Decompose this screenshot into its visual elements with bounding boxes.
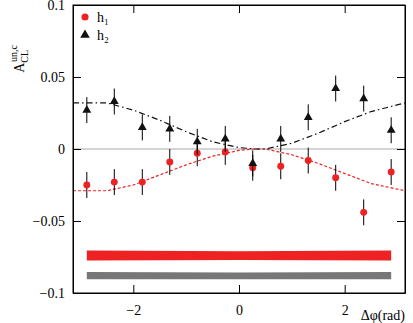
tick (397, 293, 405, 294)
tick-mark (397, 5, 405, 6)
tick-mark (73, 77, 81, 78)
tick: −2 (126, 285, 141, 318)
reference-line (73, 148, 405, 149)
tick-mark (345, 285, 346, 293)
x-axis-label: Δφ(rad) (361, 308, 406, 323)
tick: 0.1 (48, 0, 82, 13)
x-axis-top (74, 5, 406, 13)
tick-mark (397, 77, 405, 78)
tick-mark (397, 221, 405, 222)
legend-marker (80, 29, 90, 37)
tick: −0.1 (40, 286, 81, 301)
tick-mark (73, 221, 81, 222)
data-point (276, 134, 285, 142)
tick (133, 5, 134, 13)
tick-label: −2 (126, 303, 141, 318)
tick-mark (397, 149, 405, 150)
tick (345, 5, 346, 13)
data-point (388, 169, 395, 176)
y-axis-label: ACLun,c (8, 44, 30, 72)
data-point (331, 83, 340, 91)
legend-label: h₁ (97, 10, 109, 25)
axis-line (405, 6, 406, 294)
tick-mark (397, 293, 405, 294)
tick-mark (73, 5, 81, 6)
tick-mark (73, 293, 81, 294)
y-label-sup: un,c (8, 44, 19, 62)
data-point (193, 137, 202, 145)
data-point (138, 122, 147, 130)
frame (73, 5, 405, 293)
tick: 2 (342, 285, 349, 318)
systematic-band (87, 272, 391, 279)
marks (73, 76, 405, 280)
plot-area: −2 0 2 −0.1 −0.05 0 0.05 0.1 h₁ h₂ (33, 0, 406, 318)
data-point (221, 134, 230, 142)
tick: 0 (58, 142, 81, 157)
legend-label: h₂ (97, 28, 109, 43)
tick-mark (133, 5, 134, 13)
tick (397, 149, 405, 150)
axis-line (74, 293, 406, 294)
data-point (332, 174, 339, 181)
tick-mark (133, 285, 134, 293)
tick-mark (239, 5, 240, 13)
fit-curve (73, 149, 405, 191)
tick (397, 5, 405, 6)
tick-label: 0.1 (48, 0, 66, 13)
tick-label: 0.05 (41, 70, 66, 85)
data-point (82, 105, 91, 113)
data-point (111, 179, 118, 186)
data-point (387, 125, 396, 133)
data-point (248, 158, 257, 166)
tick-label: 2 (342, 303, 349, 318)
data-point (83, 182, 90, 189)
data-point (305, 157, 312, 164)
data-point (110, 96, 119, 104)
tick-label: 0 (58, 142, 65, 157)
data-point (277, 163, 284, 170)
systematic-band (87, 251, 391, 261)
x-axis: −2 0 2 (74, 285, 406, 318)
fit-curve (73, 103, 405, 149)
legend: h₁ h₂ (80, 10, 109, 43)
data-point (139, 179, 146, 186)
data-point (304, 112, 313, 120)
tick: 0 (236, 285, 243, 318)
data-point (360, 209, 367, 216)
tick-mark (345, 5, 346, 13)
tick-label: −0.05 (33, 214, 65, 229)
tick (239, 5, 240, 13)
tick-mark (73, 149, 81, 150)
y-axis: −0.1 −0.05 0 0.05 0.1 (33, 0, 81, 301)
tick-label: −0.1 (40, 286, 65, 301)
chart: −2 0 2 −0.1 −0.05 0 0.05 0.1 h₁ h₂ Δφ(rad) ACLun,c (0, 0, 413, 323)
y-axis-right (397, 6, 406, 294)
data-point (359, 93, 368, 101)
tick (397, 221, 405, 222)
tick (397, 77, 405, 78)
y-label-sub: CL (19, 50, 30, 63)
tick-mark (239, 285, 240, 293)
data-point (165, 124, 174, 132)
tick: 0.05 (41, 70, 82, 85)
legend-marker (81, 13, 88, 20)
tick: −0.05 (33, 214, 81, 229)
tick-label: 0 (236, 303, 243, 318)
data-point (166, 158, 173, 165)
